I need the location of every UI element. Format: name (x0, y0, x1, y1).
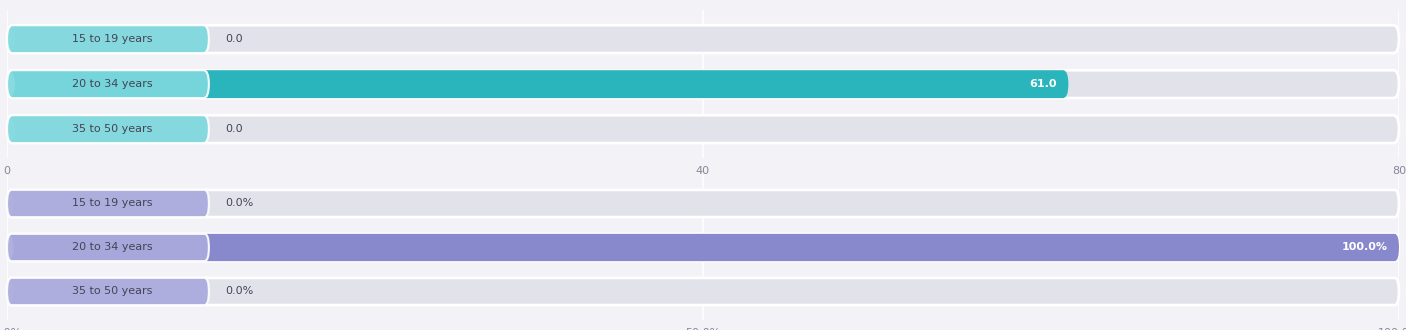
Text: 100.0%: 100.0% (1341, 243, 1388, 252)
FancyBboxPatch shape (7, 25, 1399, 53)
FancyBboxPatch shape (7, 115, 1399, 143)
Text: 0.0%: 0.0% (225, 199, 254, 209)
Text: 20 to 34 years: 20 to 34 years (72, 243, 152, 252)
Text: 0.0: 0.0 (225, 124, 243, 134)
Circle shape (6, 117, 14, 141)
FancyBboxPatch shape (7, 278, 1399, 305)
Text: 61.0: 61.0 (1029, 79, 1057, 89)
FancyBboxPatch shape (7, 25, 209, 53)
Circle shape (6, 27, 14, 51)
FancyBboxPatch shape (7, 70, 1399, 98)
FancyBboxPatch shape (7, 278, 209, 305)
Text: 35 to 50 years: 35 to 50 years (72, 124, 152, 134)
Text: 35 to 50 years: 35 to 50 years (72, 286, 152, 296)
Text: 15 to 19 years: 15 to 19 years (72, 34, 152, 44)
FancyBboxPatch shape (7, 234, 1399, 261)
Text: 0.0%: 0.0% (225, 286, 254, 296)
FancyBboxPatch shape (7, 190, 1399, 217)
Circle shape (6, 280, 13, 303)
FancyBboxPatch shape (7, 115, 209, 143)
FancyBboxPatch shape (7, 234, 1399, 261)
FancyBboxPatch shape (7, 70, 209, 98)
Circle shape (6, 192, 13, 215)
Text: 20 to 34 years: 20 to 34 years (72, 79, 152, 89)
Circle shape (6, 72, 14, 96)
FancyBboxPatch shape (7, 234, 209, 261)
Text: 0.0: 0.0 (225, 34, 243, 44)
Circle shape (6, 236, 13, 259)
FancyBboxPatch shape (7, 190, 209, 217)
Text: 15 to 19 years: 15 to 19 years (72, 199, 152, 209)
FancyBboxPatch shape (7, 70, 1069, 98)
